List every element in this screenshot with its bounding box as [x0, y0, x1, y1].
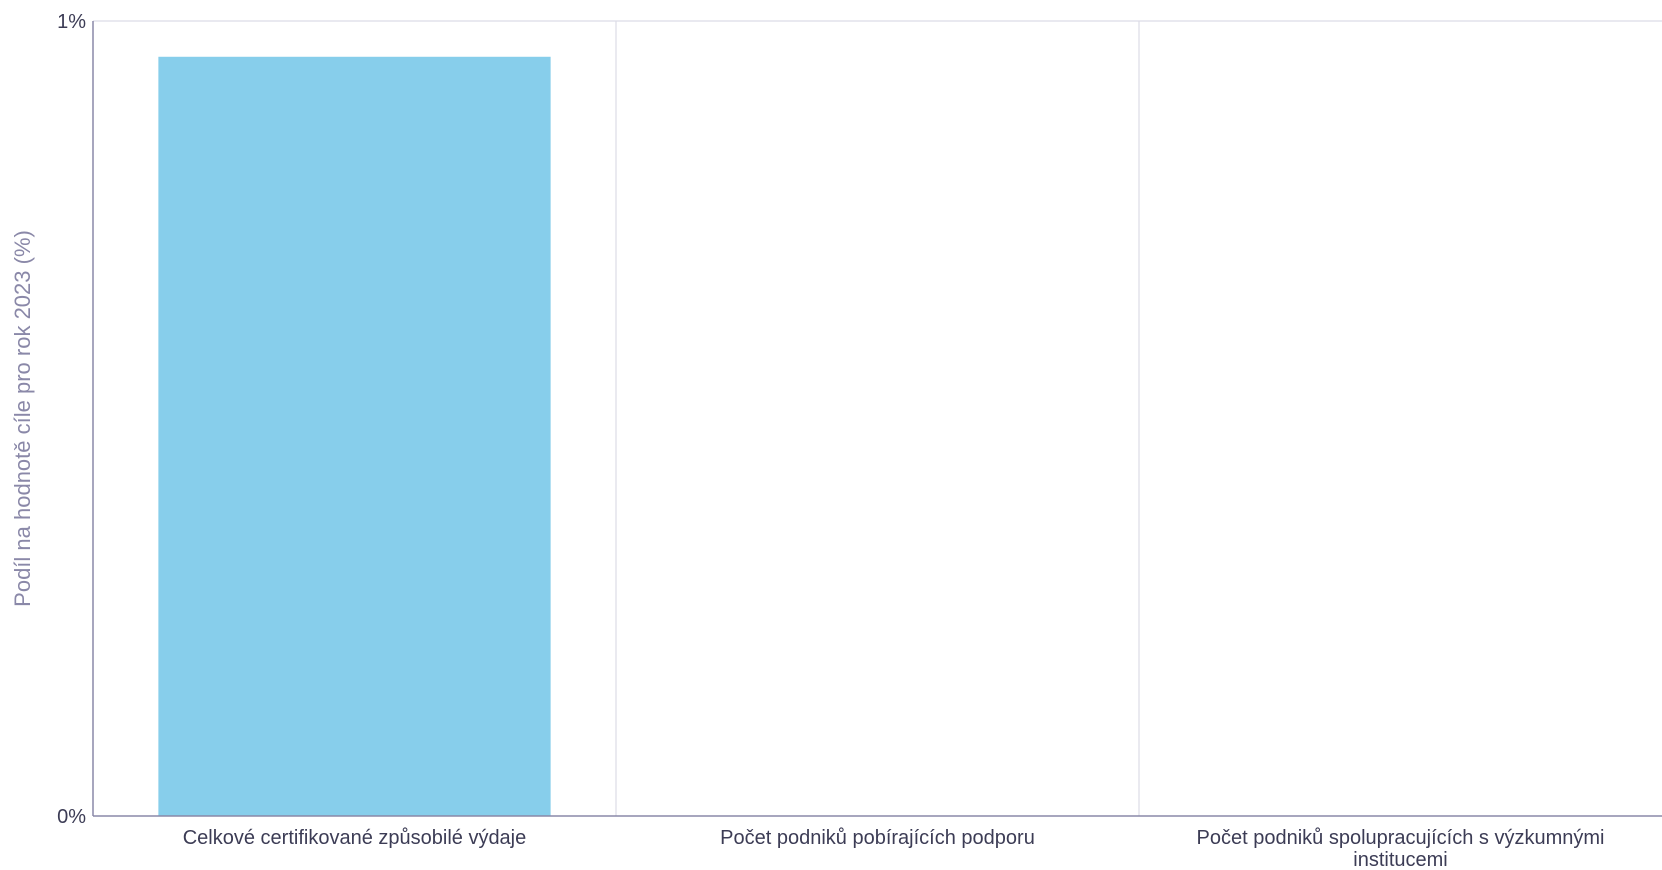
y-axis-title: Podíl na hodnotě cíle pro rok 2023 (%): [10, 230, 35, 607]
bars: [158, 56, 551, 816]
x-category-label: Počet podniků spolupracujících s výzkumn…: [1197, 827, 1605, 870]
y-tick-label: 1%: [57, 11, 86, 33]
bar-1: [158, 56, 551, 816]
axes: [92, 21, 1662, 817]
x-category-labels: Celkové certifikované způsobilé výdaje Po…: [183, 827, 1605, 870]
y-tick-label: 0%: [57, 806, 86, 828]
x-category-label: Celkové certifikované způsobilé výdaje: [183, 827, 527, 849]
grid-lines: [93, 20, 1662, 816]
x-category-label: Počet podniků pobírajících podporu: [720, 827, 1035, 849]
y-tick-labels: 0% 1%: [57, 11, 86, 828]
